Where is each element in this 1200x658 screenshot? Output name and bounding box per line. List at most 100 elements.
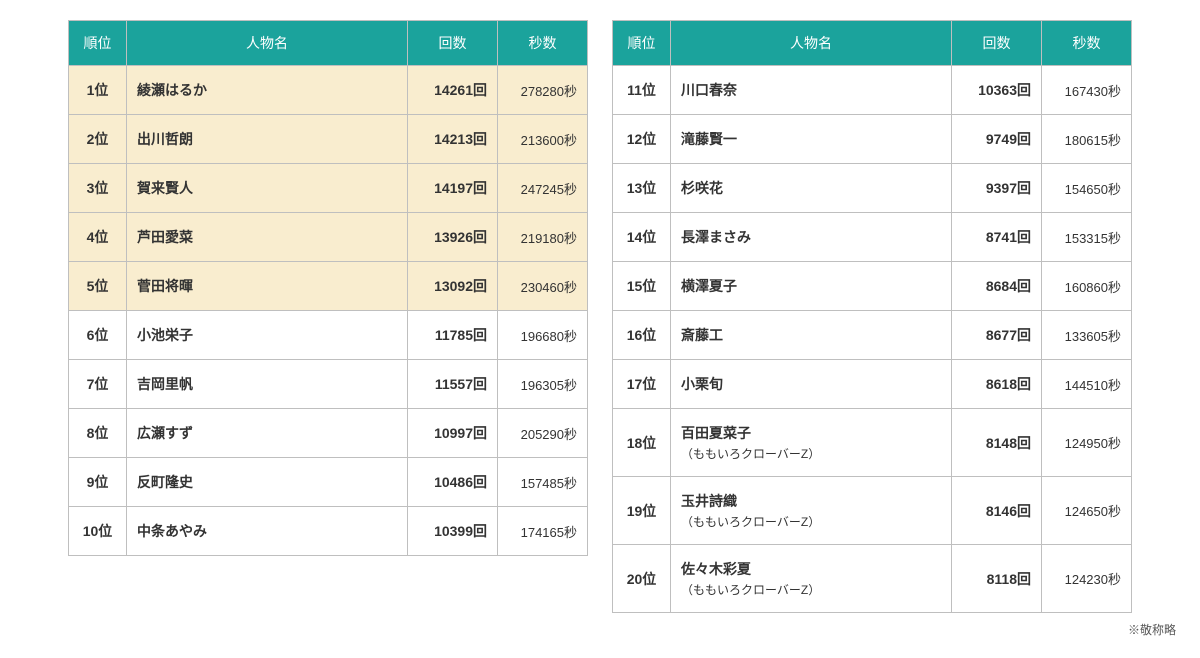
cell-seconds: 174165秒 <box>498 507 588 556</box>
cell-count: 9397回 <box>952 164 1042 213</box>
cell-seconds: 154650秒 <box>1042 164 1132 213</box>
cell-name: 反町隆史 <box>127 458 408 507</box>
cell-count: 14197回 <box>408 164 498 213</box>
cell-name-sub: （ももいろクローバーZ） <box>681 581 941 598</box>
cell-seconds: 167430秒 <box>1042 66 1132 115</box>
cell-count: 8684回 <box>952 262 1042 311</box>
col-header-seconds: 秒数 <box>1042 21 1132 66</box>
cell-seconds: 230460秒 <box>498 262 588 311</box>
cell-rank: 1位 <box>69 66 127 115</box>
cell-name: 川口春奈 <box>671 66 952 115</box>
cell-name: 吉岡里帆 <box>127 360 408 409</box>
ranking-table-right: 順位 人物名 回数 秒数 11位川口春奈10363回167430秒12位滝藤賢一… <box>612 20 1132 613</box>
table-row: 4位芦田愛菜13926回219180秒 <box>69 213 588 262</box>
col-header-count: 回数 <box>408 21 498 66</box>
cell-name: 斎藤工 <box>671 311 952 360</box>
cell-count: 8741回 <box>952 213 1042 262</box>
cell-count: 14261回 <box>408 66 498 115</box>
tables-container: 順位 人物名 回数 秒数 1位綾瀬はるか14261回278280秒2位出川哲朗1… <box>20 20 1180 613</box>
cell-seconds: 144510秒 <box>1042 360 1132 409</box>
col-header-name: 人物名 <box>127 21 408 66</box>
table-row: 8位広瀬すず10997回205290秒 <box>69 409 588 458</box>
cell-rank: 7位 <box>69 360 127 409</box>
cell-seconds: 196680秒 <box>498 311 588 360</box>
ranking-table-left: 順位 人物名 回数 秒数 1位綾瀬はるか14261回278280秒2位出川哲朗1… <box>68 20 588 556</box>
cell-seconds: 247245秒 <box>498 164 588 213</box>
cell-rank: 6位 <box>69 311 127 360</box>
cell-count: 11557回 <box>408 360 498 409</box>
col-header-count: 回数 <box>952 21 1042 66</box>
cell-rank: 15位 <box>613 262 671 311</box>
header-row: 順位 人物名 回数 秒数 <box>613 21 1132 66</box>
cell-count: 8677回 <box>952 311 1042 360</box>
cell-count: 8118回 <box>952 545 1042 613</box>
cell-count: 10997回 <box>408 409 498 458</box>
cell-name: 芦田愛菜 <box>127 213 408 262</box>
cell-seconds: 124230秒 <box>1042 545 1132 613</box>
cell-name: 佐々木彩夏（ももいろクローバーZ） <box>671 545 952 613</box>
cell-seconds: 196305秒 <box>498 360 588 409</box>
cell-rank: 5位 <box>69 262 127 311</box>
cell-count: 10399回 <box>408 507 498 556</box>
cell-name-sub: （ももいろクローバーZ） <box>681 513 941 530</box>
cell-seconds: 219180秒 <box>498 213 588 262</box>
cell-name: 杉咲花 <box>671 164 952 213</box>
table-row: 6位小池栄子11785回196680秒 <box>69 311 588 360</box>
table-row: 18位百田夏菜子（ももいろクローバーZ）8148回124950秒 <box>613 409 1132 477</box>
header-row: 順位 人物名 回数 秒数 <box>69 21 588 66</box>
cell-count: 11785回 <box>408 311 498 360</box>
cell-count: 10363回 <box>952 66 1042 115</box>
cell-rank: 2位 <box>69 115 127 164</box>
cell-rank: 4位 <box>69 213 127 262</box>
cell-name: 小栗旬 <box>671 360 952 409</box>
cell-rank: 12位 <box>613 115 671 164</box>
table-row: 12位滝藤賢一9749回180615秒 <box>613 115 1132 164</box>
cell-seconds: 278280秒 <box>498 66 588 115</box>
table-row: 5位菅田将暉13092回230460秒 <box>69 262 588 311</box>
cell-name: 出川哲朗 <box>127 115 408 164</box>
cell-rank: 11位 <box>613 66 671 115</box>
cell-count: 8146回 <box>952 477 1042 545</box>
table-row: 20位佐々木彩夏（ももいろクローバーZ）8118回124230秒 <box>613 545 1132 613</box>
table-row: 11位川口春奈10363回167430秒 <box>613 66 1132 115</box>
cell-rank: 17位 <box>613 360 671 409</box>
table-row: 9位反町隆史10486回157485秒 <box>69 458 588 507</box>
table-row: 13位杉咲花9397回154650秒 <box>613 164 1132 213</box>
cell-rank: 9位 <box>69 458 127 507</box>
cell-seconds: 124950秒 <box>1042 409 1132 477</box>
cell-name: 中条あやみ <box>127 507 408 556</box>
cell-count: 9749回 <box>952 115 1042 164</box>
cell-rank: 8位 <box>69 409 127 458</box>
right-body: 11位川口春奈10363回167430秒12位滝藤賢一9749回180615秒1… <box>613 66 1132 613</box>
cell-name-sub: （ももいろクローバーZ） <box>681 445 941 462</box>
cell-rank: 20位 <box>613 545 671 613</box>
cell-rank: 13位 <box>613 164 671 213</box>
cell-name: 菅田将暉 <box>127 262 408 311</box>
cell-name: 広瀬すず <box>127 409 408 458</box>
cell-seconds: 205290秒 <box>498 409 588 458</box>
cell-name: 玉井詩織（ももいろクローバーZ） <box>671 477 952 545</box>
table-row: 19位玉井詩織（ももいろクローバーZ）8146回124650秒 <box>613 477 1132 545</box>
cell-name: 長澤まさみ <box>671 213 952 262</box>
cell-name: 百田夏菜子（ももいろクローバーZ） <box>671 409 952 477</box>
cell-name: 綾瀬はるか <box>127 66 408 115</box>
cell-rank: 16位 <box>613 311 671 360</box>
table-row: 15位横澤夏子8684回160860秒 <box>613 262 1132 311</box>
table-row: 1位綾瀬はるか14261回278280秒 <box>69 66 588 115</box>
cell-count: 10486回 <box>408 458 498 507</box>
table-row: 16位斎藤工8677回133605秒 <box>613 311 1132 360</box>
col-header-rank: 順位 <box>69 21 127 66</box>
cell-seconds: 180615秒 <box>1042 115 1132 164</box>
cell-name: 滝藤賢一 <box>671 115 952 164</box>
col-header-name: 人物名 <box>671 21 952 66</box>
table-row: 10位中条あやみ10399回174165秒 <box>69 507 588 556</box>
cell-count: 8148回 <box>952 409 1042 477</box>
cell-rank: 10位 <box>69 507 127 556</box>
cell-rank: 14位 <box>613 213 671 262</box>
cell-name: 小池栄子 <box>127 311 408 360</box>
col-header-rank: 順位 <box>613 21 671 66</box>
table-row: 17位小栗旬8618回144510秒 <box>613 360 1132 409</box>
cell-seconds: 157485秒 <box>498 458 588 507</box>
cell-count: 14213回 <box>408 115 498 164</box>
cell-count: 8618回 <box>952 360 1042 409</box>
